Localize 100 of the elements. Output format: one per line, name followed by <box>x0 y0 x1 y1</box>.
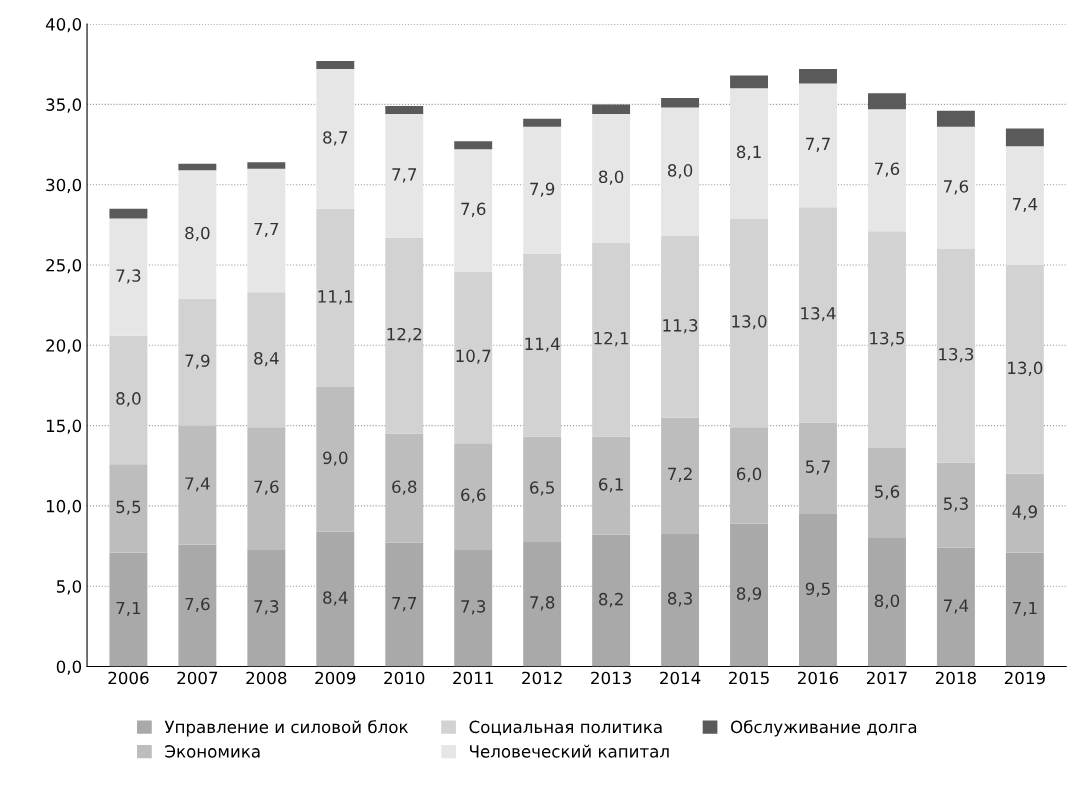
bar <box>247 292 286 428</box>
data-label: 8,0 <box>116 392 141 407</box>
data-label: 7,7 <box>254 222 279 237</box>
x-tick-label: 2011 <box>453 671 493 685</box>
bar <box>109 208 148 219</box>
bar <box>316 61 355 70</box>
bar <box>592 436 631 535</box>
data-label: 6,6 <box>461 488 486 503</box>
y-tick-label: 5,0 <box>56 580 82 595</box>
data-label: 7,6 <box>461 202 486 217</box>
data-label: 5,6 <box>874 485 900 500</box>
bar <box>316 208 355 388</box>
bar <box>730 427 768 524</box>
data-label: 13,0 <box>732 315 767 330</box>
y-tick-label: 0,0 <box>56 660 82 675</box>
bar <box>316 387 355 532</box>
data-label: 11,4 <box>525 337 560 352</box>
data-label: 6,5 <box>530 481 554 496</box>
x-tick-label: 2015 <box>729 671 769 685</box>
data-label: 8,4 <box>254 351 279 367</box>
data-label: 7,6 <box>875 162 900 177</box>
bar <box>523 436 562 542</box>
bar <box>730 218 768 428</box>
bar <box>661 236 700 418</box>
data-label: 8,0 <box>667 164 693 179</box>
bar <box>936 110 975 127</box>
bar <box>178 544 217 667</box>
data-label: 10,7 <box>456 349 491 364</box>
data-label: 7,1 <box>1012 601 1037 617</box>
x-tick-label: 2013 <box>591 671 631 685</box>
legend-label: Человеческий капитал <box>469 744 669 758</box>
bar <box>454 271 493 444</box>
bar <box>661 533 700 667</box>
x-tick-label: 2006 <box>108 671 149 685</box>
data-label: 5,3 <box>943 497 968 512</box>
bar <box>1005 552 1044 667</box>
data-label: 9,5 <box>805 582 830 597</box>
bar <box>730 88 768 219</box>
bar <box>867 538 906 667</box>
y-tick-label: 20,0 <box>46 339 82 354</box>
data-label: 7,4 <box>1012 198 1038 213</box>
data-label: 7,3 <box>116 269 141 284</box>
x-tick-label: 2014 <box>660 671 701 685</box>
y-tick-label: 35,0 <box>46 98 82 113</box>
bar <box>109 552 148 667</box>
data-label: 8,0 <box>185 226 210 242</box>
data-label: 5,5 <box>116 500 141 515</box>
x-tick-label: 2007 <box>177 671 218 685</box>
x-tick-label: 2016 <box>798 671 839 685</box>
bar <box>109 464 148 553</box>
bar <box>247 168 286 293</box>
data-label: 7,9 <box>185 354 210 369</box>
bar <box>592 242 631 437</box>
bar <box>523 541 562 667</box>
x-tick-label: 2012 <box>522 671 562 685</box>
bar <box>730 75 768 89</box>
bar <box>316 531 355 667</box>
data-label: 9,0 <box>323 451 348 466</box>
data-label: 8,1 <box>736 145 761 160</box>
bar <box>109 335 148 465</box>
bar <box>799 69 837 84</box>
legend-label: Экономика <box>165 745 260 758</box>
bar <box>178 298 217 426</box>
data-label: 7,6 <box>254 480 279 495</box>
bar <box>385 433 424 543</box>
data-label: 8,3 <box>667 592 692 607</box>
bar <box>799 422 837 514</box>
x-tick-label: 2009 <box>315 671 356 685</box>
data-label: 7,1 <box>116 601 141 617</box>
x-tick-label: 2008 <box>246 671 287 685</box>
bar <box>385 542 424 667</box>
data-label: 8,0 <box>874 594 900 609</box>
bar <box>1005 473 1044 553</box>
data-label: 13,4 <box>801 307 836 322</box>
data-label: 8,9 <box>736 587 762 602</box>
bar <box>109 218 148 336</box>
data-label: 7,7 <box>806 137 830 152</box>
data-label: 8,0 <box>599 170 624 185</box>
x-tick-label: 2019 <box>1004 671 1045 685</box>
bar <box>936 547 975 667</box>
data-label: 7,7 <box>392 597 417 612</box>
bar <box>316 69 355 209</box>
data-label: 7,4 <box>185 477 210 492</box>
bar <box>867 231 906 449</box>
bar <box>523 253 562 437</box>
data-label: 7,4 <box>944 599 969 614</box>
bar <box>661 97 700 108</box>
bar <box>178 425 217 545</box>
bar <box>592 104 631 115</box>
data-label: 5,7 <box>806 460 830 475</box>
bar <box>385 106 424 115</box>
bar <box>799 207 837 423</box>
legend-label: Обслуживание долга <box>730 720 917 737</box>
x-tick-label: 2017 <box>866 671 907 685</box>
data-label: 7,7 <box>392 168 417 183</box>
bar <box>867 93 906 110</box>
legend-label: Управление и силовой блок <box>164 720 409 737</box>
data-label: 7,6 <box>944 180 969 195</box>
data-label: 6,0 <box>736 467 762 482</box>
bar <box>936 126 975 249</box>
